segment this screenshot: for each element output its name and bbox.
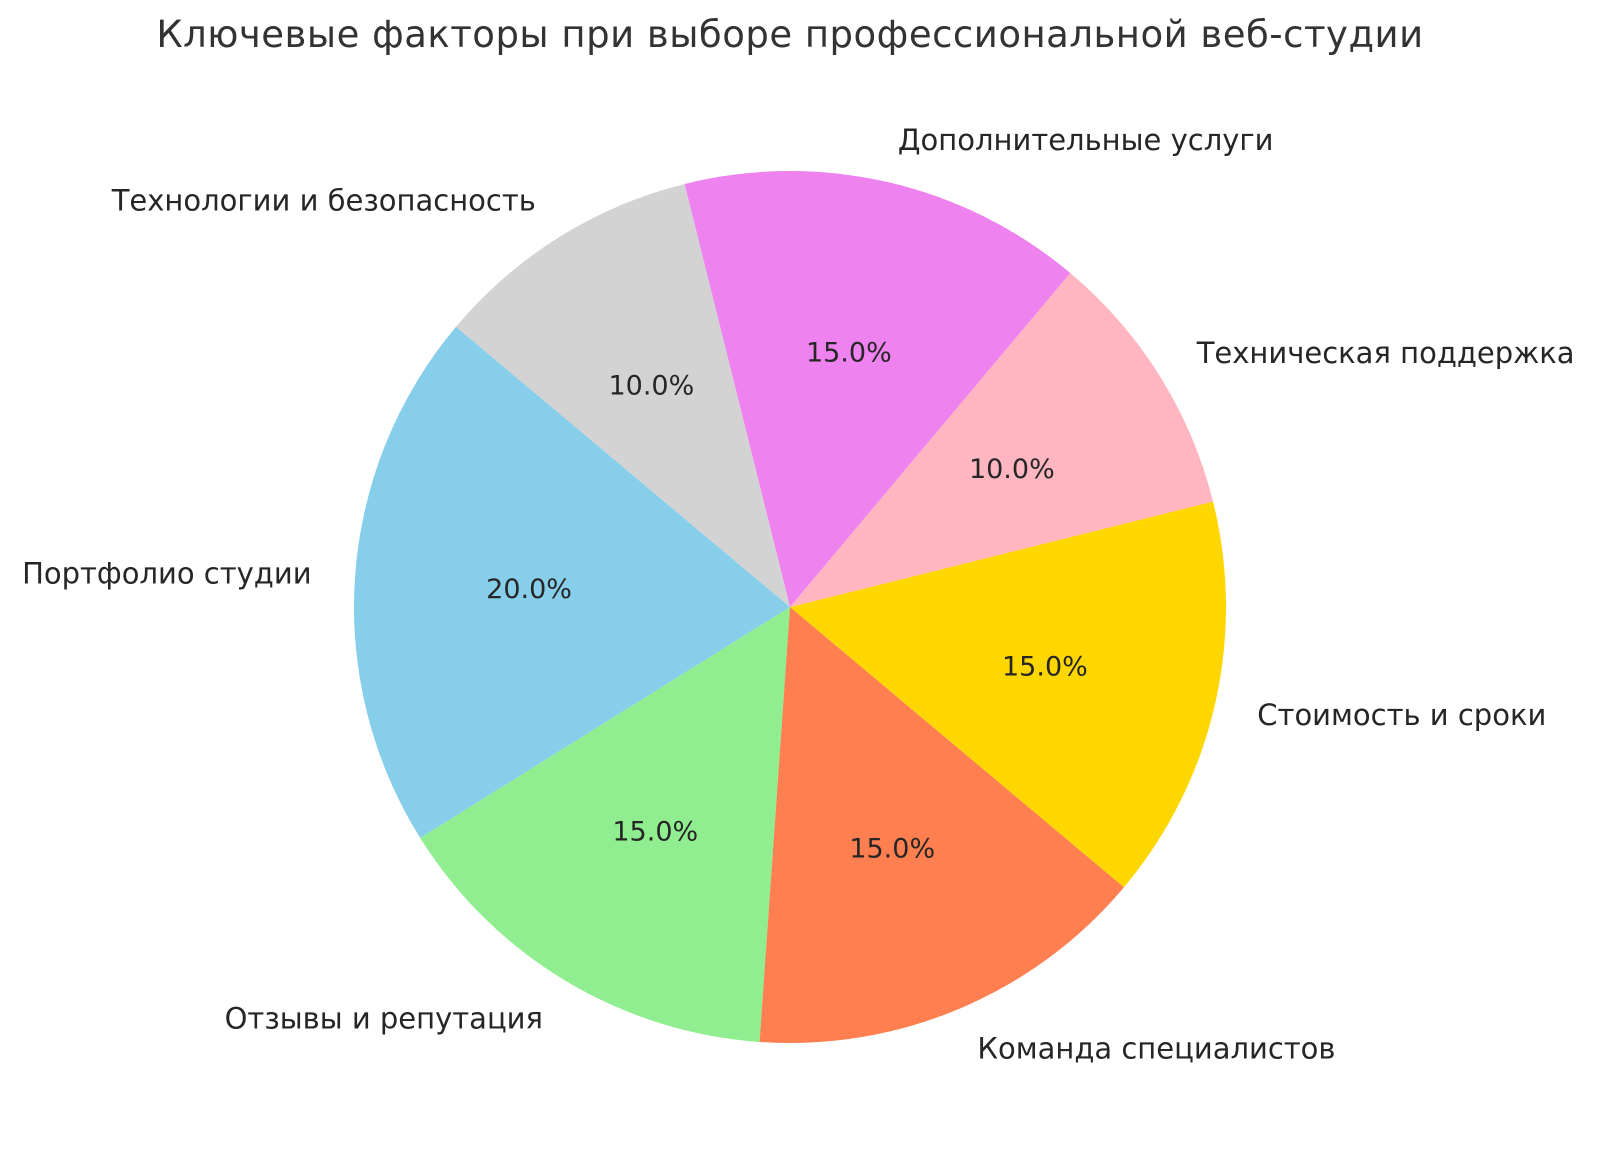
pct-label-support: 10.0% xyxy=(969,454,1055,485)
pie-slice-services xyxy=(684,170,1071,607)
pie-slice-reviews xyxy=(420,607,790,1042)
slice-label-team: Команда специалистов xyxy=(977,1032,1335,1066)
pie-slice-support xyxy=(790,273,1214,607)
slice-label-portfolio: Портфолио студии xyxy=(22,557,311,591)
pct-label-portfolio: 20.0% xyxy=(486,574,572,605)
slice-label-services: Дополнительные услуги xyxy=(898,123,1274,157)
pie-slice-team xyxy=(759,607,1124,1044)
slice-label-tech: Технологии и безопасность xyxy=(111,183,536,217)
pct-label-team: 15.0% xyxy=(849,833,935,864)
slice-label-reviews: Отзывы и репутация xyxy=(225,1001,543,1035)
pie-slice-tech xyxy=(456,183,790,607)
slice-label-cost: Стоимость и сроки xyxy=(1257,698,1546,732)
slice-label-support: Техническая поддержка xyxy=(1196,336,1575,370)
pct-label-cost: 15.0% xyxy=(1002,651,1088,682)
pct-label-tech: 10.0% xyxy=(608,371,694,402)
chart-title: Ключевые факторы при выборе профессионал… xyxy=(156,13,1424,56)
pie-slice-portfolio xyxy=(353,326,790,839)
pct-label-reviews: 15.0% xyxy=(612,817,698,848)
pie-slice-cost xyxy=(790,501,1227,888)
pct-label-services: 15.0% xyxy=(806,338,892,369)
